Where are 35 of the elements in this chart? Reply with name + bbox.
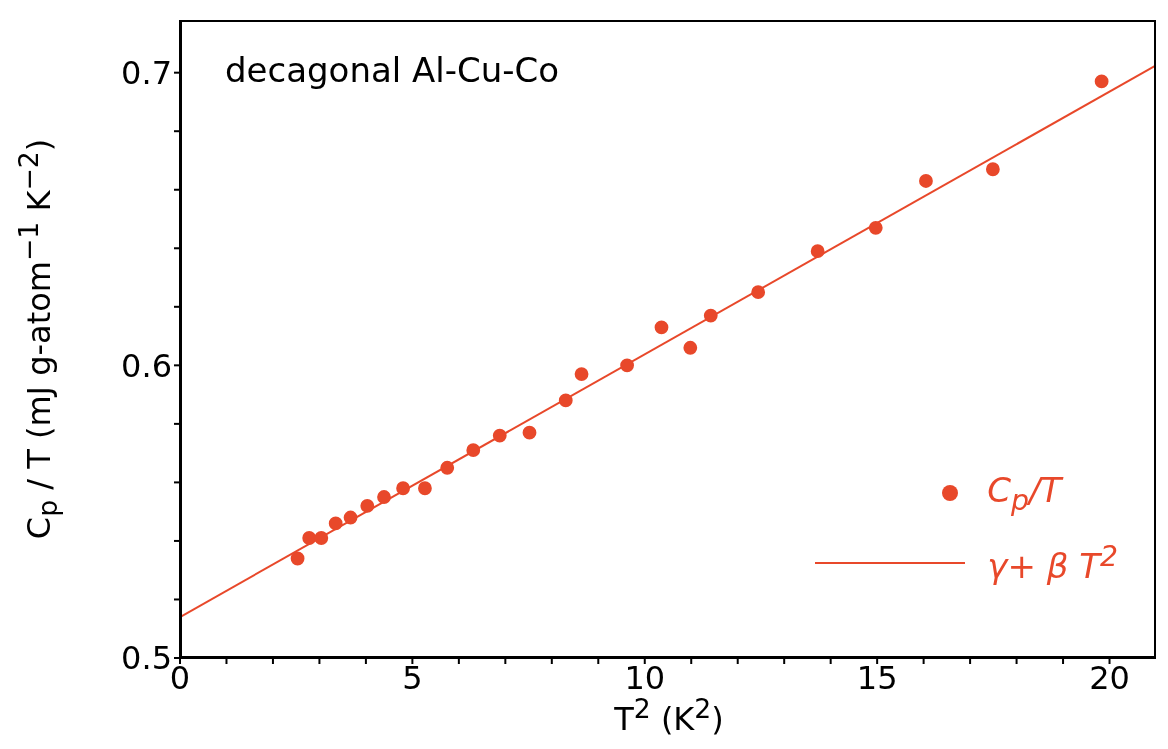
x-tick-label: 0 (169, 658, 191, 697)
point (377, 490, 391, 504)
point (396, 481, 410, 496)
annotation: decagonal Al-Cu-Co (225, 50, 560, 90)
y-tick-label: 0.7 (121, 54, 172, 93)
point (683, 340, 698, 355)
y-tick-label: 0.5 (121, 639, 172, 678)
point (418, 481, 432, 496)
x-tick-label: 5 (402, 658, 423, 697)
point (868, 220, 883, 235)
x-tick-label: 20 (1089, 658, 1130, 697)
point (558, 393, 573, 408)
point (440, 460, 455, 475)
legend-label: C$_{p}$/T (987, 469, 1062, 517)
point (1094, 74, 1109, 89)
point (574, 367, 589, 382)
point (466, 443, 481, 458)
point (360, 498, 375, 513)
point (314, 531, 329, 545)
legend-label: γ+ β T$^{2}$ (987, 539, 1118, 587)
point (290, 551, 305, 566)
point (985, 162, 1000, 177)
point (751, 285, 766, 300)
point (620, 358, 635, 373)
point (302, 531, 317, 545)
point (810, 244, 825, 259)
point (492, 428, 507, 443)
point (328, 516, 343, 531)
y-tick-label: 0.6 (121, 346, 172, 385)
x-tick-label: 15 (856, 658, 898, 697)
point (919, 174, 933, 188)
point (522, 425, 537, 440)
point (343, 510, 358, 525)
point (654, 320, 669, 335)
point (703, 308, 718, 323)
